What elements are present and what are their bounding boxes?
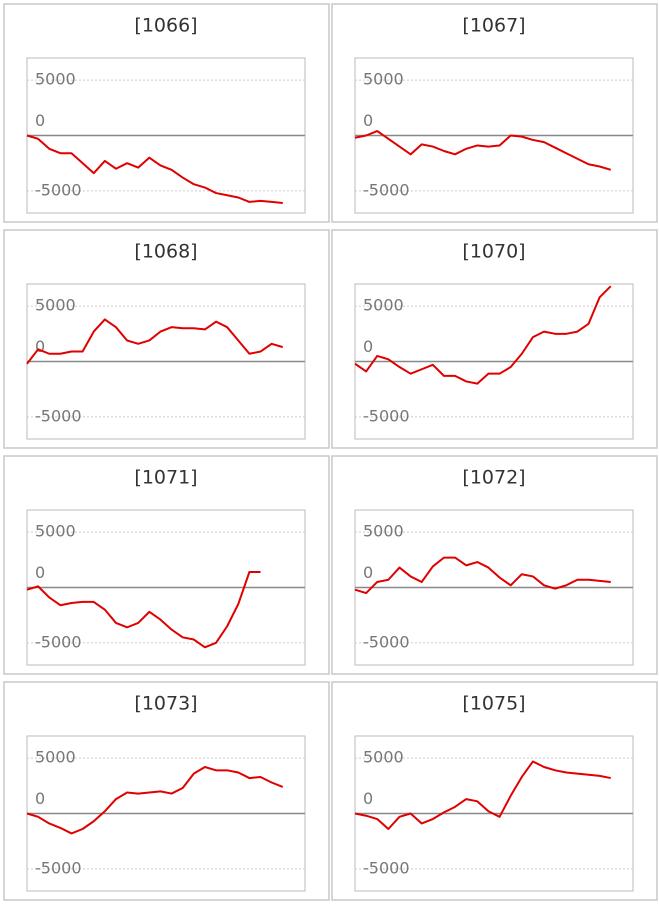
y-tick-label: -5000 — [363, 180, 410, 199]
panel — [331, 3, 658, 223]
panel — [331, 455, 658, 675]
y-tick-label: 0 — [35, 337, 45, 356]
y-tick-label: 0 — [363, 563, 373, 582]
chart-title: [1075] — [462, 693, 525, 715]
y-tick-label: 0 — [35, 563, 45, 582]
data-line — [26, 766, 284, 835]
data-line — [354, 556, 611, 595]
y-tick-label: 5000 — [35, 748, 76, 767]
y-tick-label: 0 — [35, 111, 45, 130]
data-line — [26, 318, 284, 365]
y-tick-label: 5000 — [363, 522, 404, 541]
panel — [331, 229, 658, 449]
chart-title: [1068] — [134, 241, 197, 263]
y-tick-label: -5000 — [363, 858, 410, 877]
panel — [3, 3, 330, 223]
data-line — [354, 130, 612, 171]
y-tick-label: -5000 — [363, 406, 410, 425]
panel — [3, 681, 330, 901]
chart-title: [1073] — [134, 693, 197, 715]
panel — [3, 455, 330, 675]
y-tick-label: 5000 — [363, 296, 404, 315]
y-tick-label: 0 — [35, 789, 45, 808]
y-tick-label: -5000 — [35, 858, 82, 877]
panel — [331, 681, 658, 901]
data-line — [354, 760, 611, 830]
chart-title: [1067] — [462, 15, 525, 37]
y-tick-label: 0 — [363, 111, 373, 130]
y-tick-label: 5000 — [35, 296, 76, 315]
data-line — [26, 134, 283, 205]
y-tick-label: -5000 — [35, 632, 82, 651]
y-tick-label: 0 — [363, 337, 373, 356]
y-tick-label: 5000 — [35, 70, 76, 89]
panel — [3, 229, 330, 449]
data-line — [26, 571, 261, 649]
chart-title: [1070] — [462, 241, 525, 263]
y-tick-label: 5000 — [35, 522, 76, 541]
y-tick-label: -5000 — [35, 180, 82, 199]
chart-title: [1072] — [462, 467, 525, 489]
chart-title: [1071] — [134, 467, 197, 489]
y-tick-label: 0 — [363, 789, 373, 808]
chart-title: [1066] — [134, 15, 197, 37]
data-line — [354, 285, 612, 385]
y-tick-label: -5000 — [35, 406, 82, 425]
y-tick-label: 5000 — [363, 70, 404, 89]
y-tick-label: 5000 — [363, 748, 404, 767]
y-tick-label: -5000 — [363, 632, 410, 651]
